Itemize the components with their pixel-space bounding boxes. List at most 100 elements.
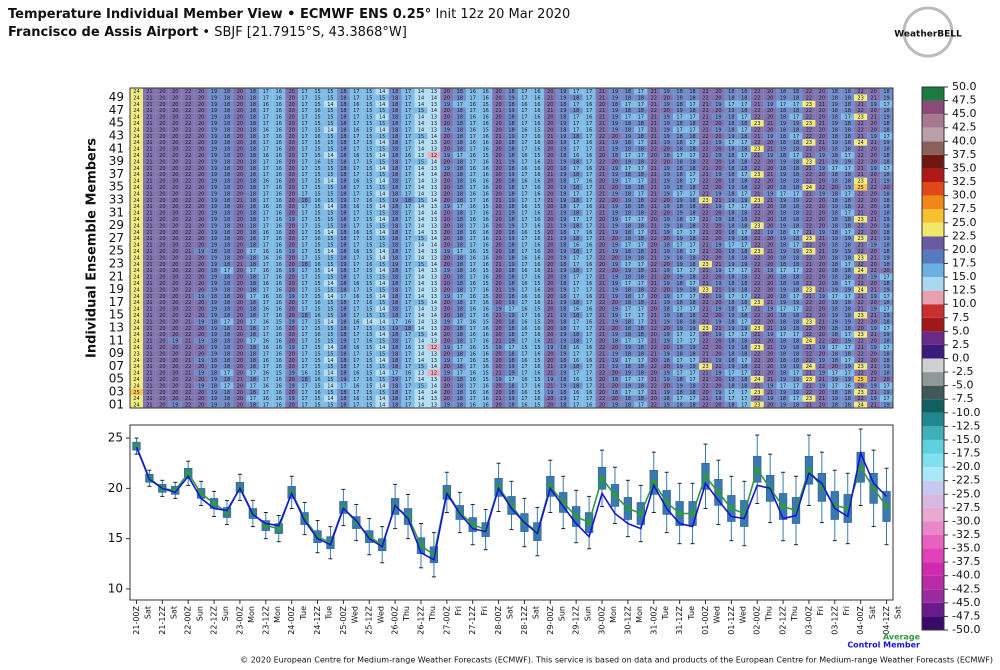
cell-label: 22	[819, 339, 825, 345]
cell-label: 16	[534, 371, 540, 377]
cell-label: 21	[702, 358, 708, 364]
cell-label: 16	[470, 403, 476, 409]
heatmap-cell	[492, 395, 506, 402]
cell-label: 17	[470, 383, 476, 389]
cell-label: 20	[819, 275, 825, 281]
cell-label: 17	[301, 223, 307, 229]
heatmap-cell	[608, 318, 622, 325]
cell-label: 17	[405, 255, 411, 261]
cell-label: 16	[521, 204, 527, 210]
heatmap-cell	[699, 260, 712, 268]
heatmap-cell	[686, 331, 700, 338]
cell-label: 20	[159, 262, 165, 268]
cell-label: 16	[276, 383, 282, 389]
cell-label: 17	[689, 249, 695, 255]
cell-label: 24	[806, 185, 812, 191]
cell-label: 21	[715, 262, 721, 268]
heatmap-cell	[841, 312, 855, 319]
cell-label: 15	[327, 332, 333, 338]
cell-label: 19	[832, 140, 838, 146]
cell-label: 22	[754, 185, 760, 191]
cell-label: 20	[819, 326, 825, 332]
heatmap-cell	[349, 273, 363, 280]
cell-label: 17	[638, 191, 644, 197]
cell-label: 19	[495, 377, 501, 383]
cell-label: 19	[288, 249, 294, 255]
heatmap-cell	[233, 376, 247, 383]
cell-label: 20	[870, 230, 876, 236]
cell-label: 18	[883, 211, 889, 217]
heatmap-cell	[492, 324, 506, 332]
cell-label: 19	[767, 230, 773, 236]
cell-label: 17	[301, 236, 307, 242]
cell-label: 15	[327, 255, 333, 261]
cell-label: 21	[146, 275, 152, 281]
cell-label: 15	[366, 153, 372, 159]
heatmap-cell	[220, 318, 234, 325]
cell-label: 20	[237, 345, 243, 351]
cell-label: 18	[392, 268, 398, 274]
heatmap-cell	[285, 388, 299, 396]
heatmap-cell	[608, 395, 622, 402]
cell-label: 18	[793, 255, 799, 261]
cell-label: 20	[237, 351, 243, 357]
cell-label: 20	[612, 159, 618, 165]
heatmap-cell	[634, 376, 648, 383]
cell-label: 18	[573, 159, 579, 165]
cell-label: 19	[508, 371, 514, 377]
cell-label: 20	[159, 319, 165, 325]
cell-label: 18	[728, 153, 734, 159]
cell-label: 20	[495, 319, 501, 325]
cell-label: 18	[392, 211, 398, 217]
cell-label: 17	[224, 383, 230, 389]
cell-label: 20	[288, 326, 294, 332]
heatmap-cell	[388, 241, 402, 248]
cell-label: 18	[689, 300, 695, 306]
cell-label: 15	[379, 243, 385, 249]
heatmap-cell	[130, 344, 143, 351]
heatmap-cell	[724, 292, 738, 300]
cell-label: 17	[793, 396, 799, 402]
cell-label: 18	[508, 217, 514, 223]
cell-label: 20	[159, 339, 165, 345]
heatmap-cell	[737, 248, 751, 255]
cell-label: 19	[547, 390, 553, 396]
cell-label: 18	[741, 351, 747, 357]
cell-label: 20	[159, 172, 165, 178]
cell-label: 15	[314, 185, 320, 191]
cell-label: 19	[870, 275, 876, 281]
cell-label: 18	[457, 166, 463, 172]
cell-label: 20	[172, 396, 178, 402]
cell-label: 19	[547, 377, 553, 383]
cell-label: 14	[418, 403, 424, 409]
cell-label: 18	[676, 403, 682, 409]
cell-label: 16	[521, 358, 527, 364]
heatmap-cell	[323, 286, 337, 293]
cell-label: 19	[845, 339, 851, 345]
cell-label: 17	[689, 396, 695, 402]
cell-label: 18	[392, 255, 398, 261]
cell-label: 22	[185, 179, 191, 185]
cell-label: 15	[314, 223, 320, 229]
heatmap-cell	[776, 376, 790, 383]
cell-label: 15	[366, 345, 372, 351]
heatmap-cell	[323, 337, 337, 344]
cell-label: 18	[612, 390, 618, 396]
cell-label: 18	[741, 300, 747, 306]
cell-label: 22	[702, 313, 708, 319]
cell-label: 18	[780, 358, 786, 364]
cell-label: 21	[495, 198, 501, 204]
heatmap-cell	[686, 305, 700, 312]
cell-label: 17	[741, 140, 747, 146]
cell-label: 17	[405, 390, 411, 396]
cell-label: 22	[599, 345, 605, 351]
cell-label: 17	[353, 390, 359, 396]
heatmap-cell	[789, 254, 803, 261]
cell-label: 14	[379, 140, 385, 146]
heatmap-cell	[841, 305, 855, 312]
cell-label: 21	[651, 166, 657, 172]
cell-label: 14	[327, 281, 333, 287]
heatmap-cell	[673, 312, 687, 319]
cell-label: 21	[185, 358, 191, 364]
cell-label: 17	[263, 223, 269, 229]
